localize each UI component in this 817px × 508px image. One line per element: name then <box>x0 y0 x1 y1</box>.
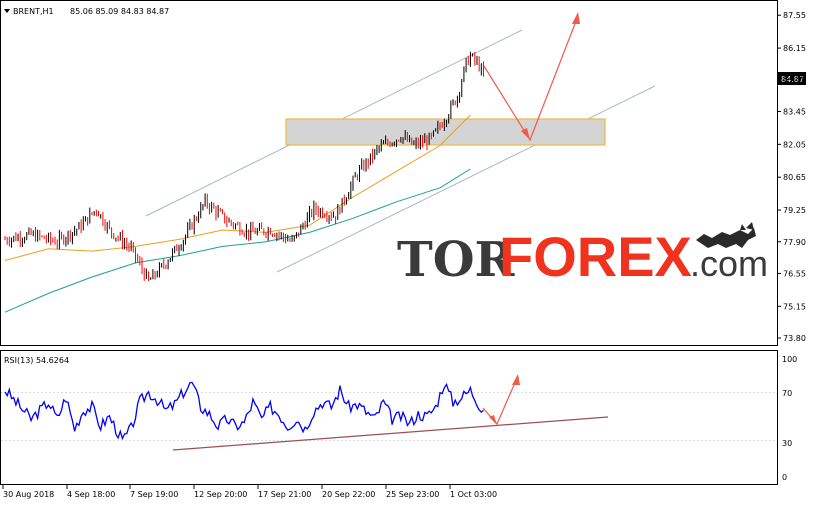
current-price-label: 84.87 <box>781 75 804 84</box>
x-tick-label: 7 Sep 19:00 <box>130 490 178 499</box>
arrowhead-down-icon <box>489 415 497 425</box>
y-tick-label: 73.80 <box>783 334 806 343</box>
rsi-group <box>1 374 777 451</box>
time-axis: 30 Aug 2018 4 Sep 18:00 7 Sep 19:00 12 Sep … <box>2 485 497 499</box>
y-tick-label: 87.55 <box>783 11 806 20</box>
price-axis: 87.55 86.15 84.85 83.45 82.05 80.65 79.25 77.90… <box>777 11 806 343</box>
x-tick-label: 20 Sep 22:00 <box>322 490 375 499</box>
main-panel-frame <box>0 0 778 346</box>
rsi-panel-frame <box>0 350 778 485</box>
chevron-down-icon[interactable] <box>4 9 10 13</box>
rsi-line <box>4 381 484 441</box>
y-tick-label: 83.45 <box>783 107 806 116</box>
watermark-forex: FOREX <box>499 225 692 288</box>
rsi-level-labels: 100 70 30 0 <box>782 355 797 482</box>
ma-fast-line <box>4 114 471 261</box>
current-price-tag: 84.87 <box>778 72 806 85</box>
bull-logo-icon <box>696 222 756 248</box>
rsi-level-0: 0 <box>782 473 787 482</box>
x-tick-label: 1 Oct 03:00 <box>450 490 497 499</box>
arrowhead-up-icon <box>572 12 580 24</box>
watermark-dotcom: .com <box>690 243 768 284</box>
channel-lower-line <box>276 85 656 273</box>
y-tick-label: 77.90 <box>783 238 806 247</box>
symbol-label: BRENT,H1 <box>13 7 54 16</box>
watermark-tor: TOR <box>397 232 516 288</box>
ma-slow-line <box>4 168 471 313</box>
x-tick-label: 17 Sep 21:00 <box>258 490 311 499</box>
rsi-level-100: 100 <box>782 355 797 364</box>
x-tick-label: 25 Sep 23:00 <box>386 490 439 499</box>
ohlc-label: 85.06 85.09 84.83 84.87 <box>70 7 169 16</box>
x-tick-label: 30 Aug 2018 <box>3 490 54 499</box>
x-tick-label: 12 Sep 20:00 <box>194 490 247 499</box>
rsi-level-70: 70 <box>782 389 792 398</box>
chart-header: BRENT,H1 85.06 85.09 84.83 84.87 <box>4 7 169 16</box>
arrowhead-up-icon <box>512 374 520 385</box>
torforex-watermark: TOR FOREX .com <box>397 222 768 288</box>
support-zone <box>285 118 606 146</box>
x-tick-label: 4 Sep 18:00 <box>67 490 115 499</box>
y-tick-label: 80.65 <box>783 173 806 182</box>
arrowhead-down-icon <box>521 128 530 140</box>
rsi-forecast-arrow <box>482 377 518 426</box>
rsi-level-30: 30 <box>782 439 792 448</box>
y-tick-label: 79.25 <box>783 206 806 215</box>
y-tick-label: 76.55 <box>783 269 806 278</box>
rsi-label: RSI(13) 54.6264 <box>4 356 69 365</box>
y-tick-label: 84.85 <box>783 75 806 84</box>
candles-group <box>4 51 484 281</box>
y-tick-label: 75.15 <box>783 302 806 311</box>
drawing-layer <box>1 12 777 451</box>
y-tick-label: 86.15 <box>783 44 806 53</box>
y-tick-label: 82.05 <box>783 140 806 149</box>
rsi-trendline <box>172 416 609 451</box>
